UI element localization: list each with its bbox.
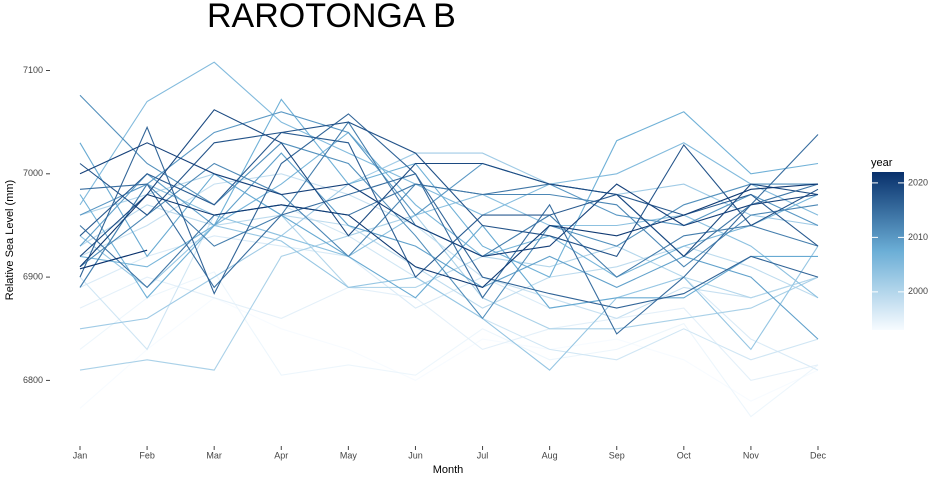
series-line [79, 121, 819, 258]
series-line [79, 276, 819, 382]
x-tick-label: Oct [677, 450, 692, 460]
series-line [79, 204, 819, 361]
x-tick-label: Jul [477, 450, 489, 460]
x-tick-label: Jun [408, 450, 423, 460]
series-line [79, 152, 819, 340]
x-tick-label: Apr [274, 450, 288, 460]
x-tick-label: Jan [73, 450, 88, 460]
x-axis-title: Month [433, 464, 464, 476]
series-line [79, 152, 819, 330]
series-line [79, 271, 819, 418]
y-axis-title: Relative Sea Level (mm) [4, 180, 16, 300]
series-line [79, 142, 818, 309]
series-line [79, 134, 819, 335]
y-tick-label: 7000 [23, 168, 43, 178]
series-line [79, 131, 819, 279]
y-tick-label: 7100 [23, 65, 43, 75]
chart-title: RAROTONGA B [207, 0, 456, 35]
x-tick-label: Aug [542, 450, 558, 460]
series-line [79, 249, 148, 270]
series-line [79, 113, 819, 309]
x-tick-label: Feb [139, 450, 155, 460]
colorbar-tick-label: 2020 [908, 177, 928, 187]
series-line [79, 98, 819, 299]
y-tick-label: 6900 [23, 271, 43, 281]
x-tick-label: Nov [743, 450, 760, 460]
x-tick-label: Sep [609, 450, 625, 460]
series-line [79, 173, 819, 299]
series-line [79, 183, 819, 289]
series-line [79, 224, 819, 371]
series-line [79, 214, 819, 371]
series-line [79, 61, 819, 216]
legend-title: year [871, 157, 893, 169]
x-tick-label: May [340, 450, 358, 460]
series-line [79, 142, 819, 257]
colorbar-tick-label: 2010 [908, 232, 928, 242]
x-tick-label: Dec [810, 450, 827, 460]
series-line [79, 109, 819, 258]
series-line [79, 297, 819, 409]
series-line [79, 131, 819, 278]
colorbar-tick-label: 2000 [908, 286, 928, 296]
colorbar [872, 172, 904, 330]
x-tick-label: Mar [206, 450, 222, 460]
y-tick-label: 6800 [23, 375, 43, 385]
series-line [79, 204, 819, 309]
